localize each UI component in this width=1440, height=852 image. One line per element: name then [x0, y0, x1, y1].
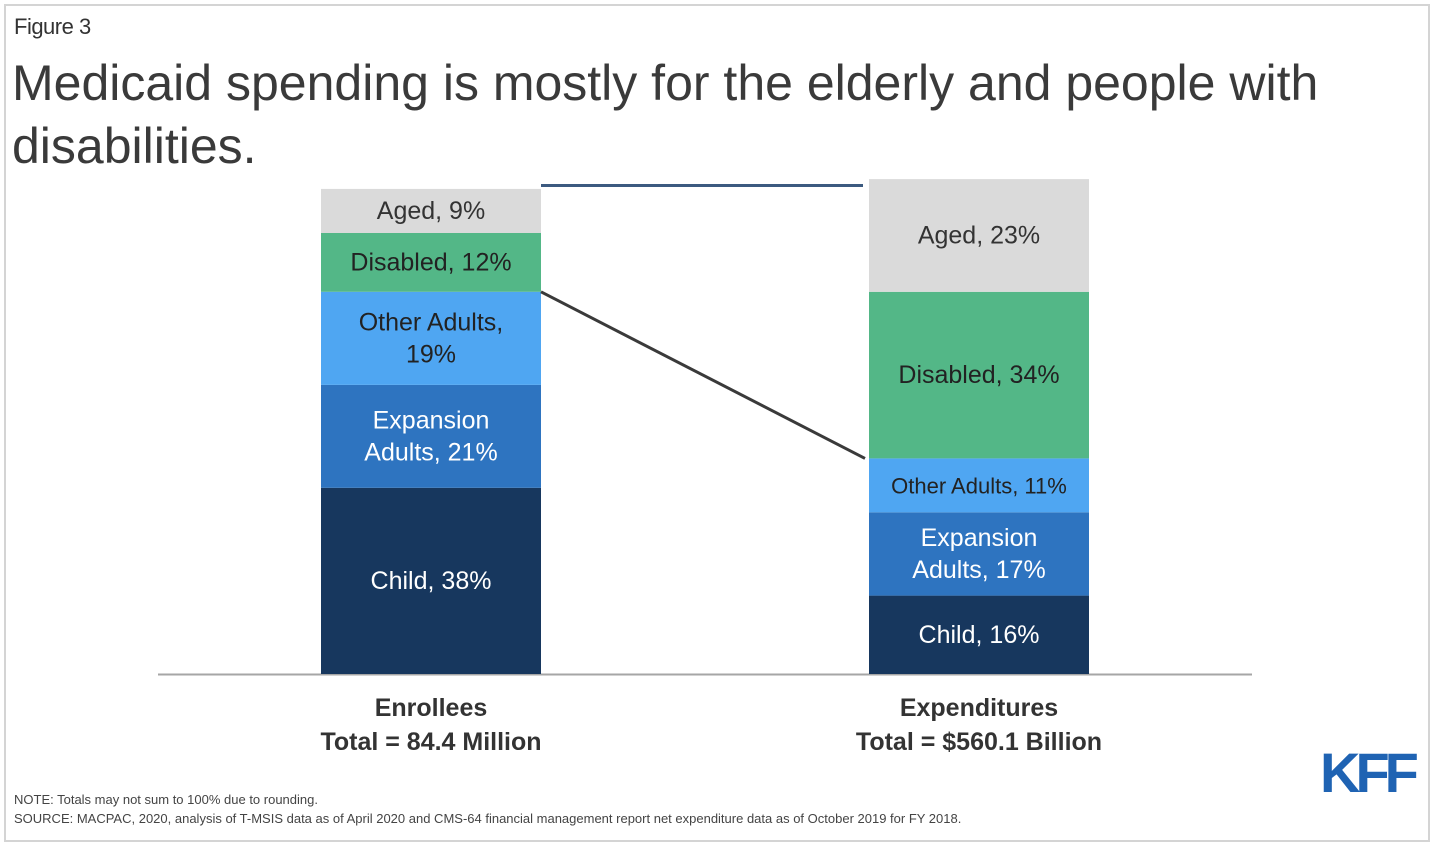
chart-source: SOURCE: MACPAC, 2020, analysis of T-MSIS… — [14, 811, 962, 826]
figure-label: Figure 3 — [14, 14, 91, 39]
data-label-enrollees-disabled: Disabled, 12% — [350, 248, 511, 276]
chart-title: Medicaid spending is mostly for the elde… — [12, 55, 1319, 174]
bar-enrollees-other-adults — [321, 291, 541, 385]
bar-expenditures-other-adults — [869, 458, 1089, 513]
data-label-expenditures-expansion-adults: Expansion Adults, 17% — [912, 524, 1045, 584]
data-label-expenditures-other-adults: Other Adults, 11% — [891, 473, 1067, 498]
bar-expenditures-disabled — [869, 291, 1089, 459]
figure-frame — [4, 4, 1430, 842]
bar-expenditures-aged — [869, 179, 1089, 292]
chart-note: NOTE: Totals may not sum to 100% due to … — [14, 792, 318, 807]
kff-logo-text: KFF — [1320, 741, 1418, 804]
category-label-expenditures: Expenditures — [900, 694, 1058, 722]
bar-expenditures-expansion-adults — [869, 512, 1089, 596]
category-total-expenditures: Total = $560.1 Billion — [856, 728, 1102, 756]
bar-expenditures-child — [869, 595, 1089, 674]
data-label-expenditures-disabled: Disabled, 34% — [898, 361, 1059, 389]
bar-enrollees-aged — [321, 188, 541, 233]
data-label-enrollees-aged: Aged, 9% — [377, 197, 485, 225]
category-total-enrollees: Total = 84.4 Million — [320, 728, 541, 756]
data-label-enrollees-expansion-adults: Expansion Adults, 21% — [364, 406, 497, 466]
connector-line-lower — [540, 290, 866, 460]
data-label-expenditures-child: Child, 16% — [919, 621, 1040, 649]
bar-enrollees-expansion-adults — [321, 384, 541, 488]
kff-logo: KFF — [1320, 741, 1423, 804]
data-label-enrollees-other-adults: Other Adults, 19% — [359, 308, 504, 368]
category-label-enrollees: Enrollees — [375, 694, 488, 722]
data-label-expenditures-aged: Aged, 23% — [918, 221, 1040, 249]
data-label-enrollees-child: Child, 38% — [371, 567, 492, 595]
bar-enrollees-child — [321, 487, 541, 674]
bar-enrollees-disabled — [321, 233, 541, 292]
